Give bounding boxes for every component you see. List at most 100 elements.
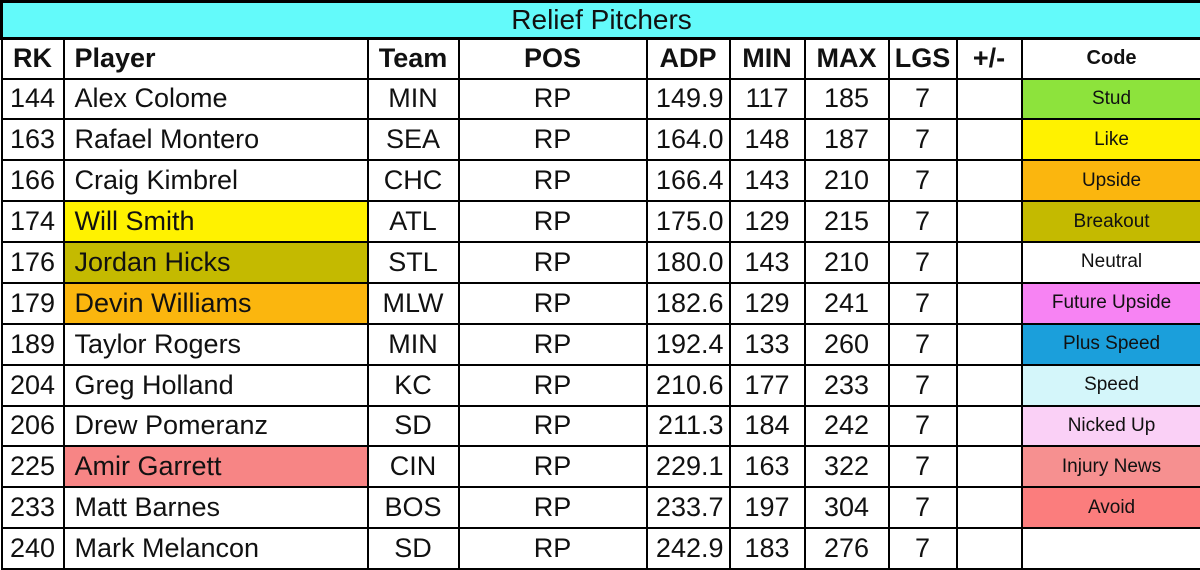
column-header-plusminus: +/- <box>955 37 1023 80</box>
cell-adp: 211.3 <box>645 404 731 448</box>
cell-team: ATL <box>366 200 460 243</box>
cell-plusminus <box>955 77 1023 121</box>
cell-lgs: 7 <box>887 241 958 284</box>
cell-pos: RP <box>457 281 648 325</box>
column-header-player: Player <box>62 37 369 80</box>
cell-plusminus <box>955 200 1023 243</box>
cell-team: MLW <box>366 281 460 325</box>
cell-team: CIN <box>366 445 460 489</box>
code-badge: Speed <box>1020 363 1200 407</box>
code-badge: Injury News <box>1020 445 1200 489</box>
table-row: 189 Taylor Rogers MIN RP 192.4 133 260 7 Plus Sp… <box>0 322 1200 366</box>
code-badge: Plus Speed <box>1020 322 1200 366</box>
column-header-max: MAX <box>803 37 890 80</box>
code-badge: Upside <box>1020 159 1200 203</box>
code-badge <box>1020 527 1200 570</box>
header-row: RK Player Team POS ADP MIN MAX LGS +/- Code <box>0 37 1200 80</box>
cell-player: Greg Holland <box>62 363 369 407</box>
cell-rk: 204 <box>0 363 65 407</box>
table-row: 176 Jordan Hicks STL RP 180.0 143 210 7 Neutral <box>0 241 1200 284</box>
cell-max: 187 <box>803 118 890 162</box>
cell-plusminus <box>955 241 1023 284</box>
cell-player: Will Smith <box>62 200 369 243</box>
cell-player: Taylor Rogers <box>62 322 369 366</box>
cell-max: 260 <box>803 322 890 366</box>
column-header-lgs: LGS <box>887 37 958 80</box>
column-header-adp: ADP <box>645 37 731 80</box>
cell-pos: RP <box>457 118 648 162</box>
cell-lgs: 7 <box>887 118 958 162</box>
column-header-pos: POS <box>457 37 648 80</box>
cell-max: 233 <box>803 363 890 407</box>
table-row: 144 Alex Colome MIN RP 149.9 117 185 7 Stud <box>0 77 1200 121</box>
cell-adp: 164.0 <box>645 118 731 162</box>
cell-min: 197 <box>728 486 806 530</box>
code-badge: Breakout <box>1020 200 1200 243</box>
table-row: 166 Craig Kimbrel CHC RP 166.4 143 210 7 Upside <box>0 159 1200 203</box>
column-header-rk: RK <box>0 37 65 80</box>
cell-team: MIN <box>366 77 460 121</box>
code-badge: Stud <box>1020 77 1200 121</box>
cell-max: 210 <box>803 241 890 284</box>
table-row: 233 Matt Barnes BOS RP 233.7 197 304 7 Avoid <box>0 486 1200 530</box>
cell-plusminus <box>955 404 1023 448</box>
table-row: 204 Greg Holland KC RP 210.6 177 233 7 Speed <box>0 363 1200 407</box>
cell-team: KC <box>366 363 460 407</box>
cell-min: 117 <box>728 77 806 121</box>
cell-lgs: 7 <box>887 200 958 243</box>
cell-min: 133 <box>728 322 806 366</box>
cell-min: 148 <box>728 118 806 162</box>
cell-min: 183 <box>728 527 806 570</box>
cell-adp: 210.6 <box>645 363 731 407</box>
cell-player: Jordan Hicks <box>62 241 369 284</box>
cell-max: 185 <box>803 77 890 121</box>
cell-plusminus <box>955 363 1023 407</box>
cell-player: Devin Williams <box>62 281 369 325</box>
cell-adp: 229.1 <box>645 445 731 489</box>
cell-max: 215 <box>803 200 890 243</box>
cell-rk: 233 <box>0 486 65 530</box>
cell-team: STL <box>366 241 460 284</box>
column-header-code: Code <box>1020 37 1200 80</box>
table-row: 206 Drew Pomeranz SD RP 211.3 184 242 7 Nicked U… <box>0 404 1200 448</box>
cell-adp: 242.9 <box>645 527 731 570</box>
code-badge: Nicked Up <box>1020 404 1200 448</box>
cell-plusminus <box>955 445 1023 489</box>
cell-max: 241 <box>803 281 890 325</box>
cell-plusminus <box>955 118 1023 162</box>
cell-min: 163 <box>728 445 806 489</box>
code-badge: Future Upside <box>1020 281 1200 325</box>
cell-min: 129 <box>728 200 806 243</box>
cell-lgs: 7 <box>887 527 958 570</box>
cell-rk: 179 <box>0 281 65 325</box>
cell-lgs: 7 <box>887 486 958 530</box>
cell-team: MIN <box>366 322 460 366</box>
cell-rk: 166 <box>0 159 65 203</box>
cell-plusminus <box>955 159 1023 203</box>
cell-min: 177 <box>728 363 806 407</box>
cell-rk: 225 <box>0 445 65 489</box>
cell-adp: 182.6 <box>645 281 731 325</box>
page-title: Relief Pitchers <box>0 0 1200 40</box>
cell-lgs: 7 <box>887 404 958 448</box>
code-badge: Avoid <box>1020 486 1200 530</box>
cell-adp: 166.4 <box>645 159 731 203</box>
cell-max: 322 <box>803 445 890 489</box>
cell-min: 143 <box>728 241 806 284</box>
cell-team: SD <box>366 527 460 570</box>
cell-adp: 192.4 <box>645 322 731 366</box>
cell-rk: 163 <box>0 118 65 162</box>
cell-player: Mark Melancon <box>62 527 369 570</box>
table-row: 174 Will Smith ATL RP 175.0 129 215 7 Breakout <box>0 200 1200 243</box>
code-badge: Neutral <box>1020 241 1200 284</box>
column-header-team: Team <box>366 37 460 80</box>
cell-plusminus <box>955 527 1023 570</box>
cell-adp: 233.7 <box>645 486 731 530</box>
cell-lgs: 7 <box>887 159 958 203</box>
cell-adp: 180.0 <box>645 241 731 284</box>
cell-team: CHC <box>366 159 460 203</box>
cell-pos: RP <box>457 159 648 203</box>
cell-pos: RP <box>457 404 648 448</box>
